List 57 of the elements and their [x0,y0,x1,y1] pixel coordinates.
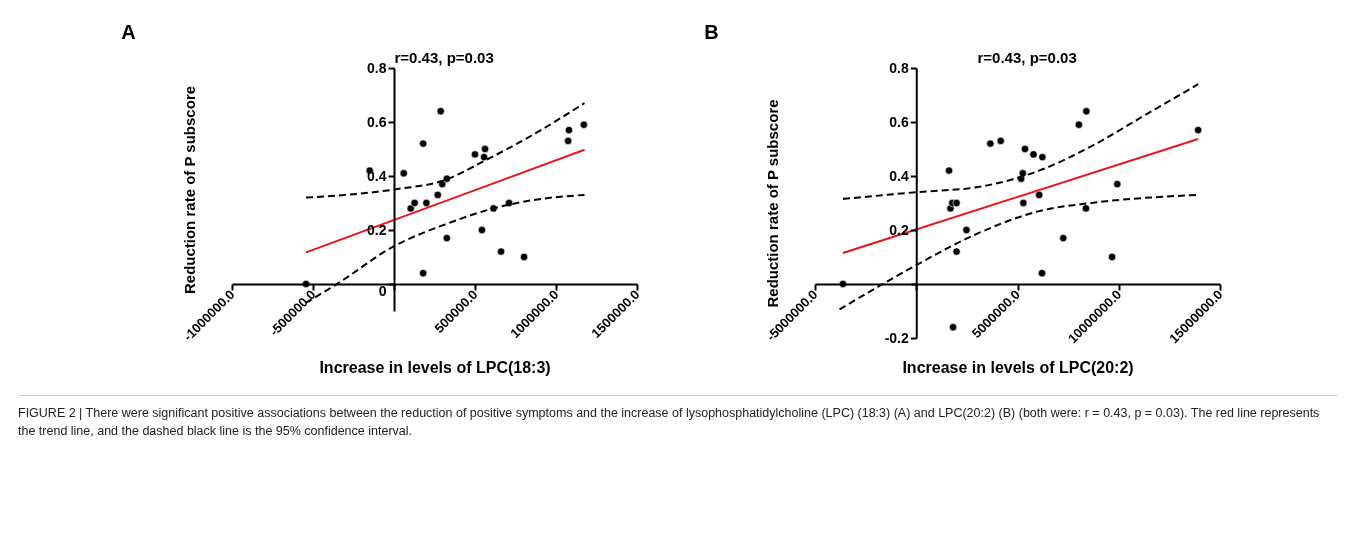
point [952,199,961,207]
point [489,204,498,213]
point [481,145,490,153]
point [1038,153,1047,162]
point [996,136,1005,145]
point [1081,204,1090,213]
point [1035,190,1044,199]
point [949,323,958,332]
y-tick-label: -0.2 [884,329,909,346]
point [1059,234,1068,243]
point [477,226,486,234]
x-axis-title: Increase in levels of LPC(18:3) [319,358,551,376]
point [436,107,445,116]
point [962,226,971,234]
x-axis-title: Increase in levels of LPC(20:2) [902,358,1134,376]
point [1194,126,1203,135]
point [1018,169,1027,178]
y-tick-label: 0.2 [889,221,909,238]
caption: FIGURE 2 | There were significant positive associations between the reduction of positive symptoms and the increase of lysophosphatidylcholine (LPC) (18:3) (A) and LPC(20:2) (B) (both were: r = 0.43, p = 0.03). The red line represents the trend line, and the dashed black line is the 95% confidence interval. [18,395,1338,440]
y-tick-label: 0.8 [367,59,387,76]
point [497,247,506,256]
point [480,153,489,162]
text: r=0.43, p=0.03 [977,49,1077,66]
y-tick-label: 0.6 [889,113,909,130]
point [945,166,954,175]
y-tick-label: 0.8 [889,59,909,76]
point [1029,150,1038,159]
y-tick-label: 0.6 [367,113,387,130]
point [410,199,419,207]
point [1019,199,1028,207]
point [564,126,573,135]
chart-title: B [704,21,719,43]
point [442,174,451,183]
chart-title: A [121,21,136,43]
point [1037,269,1047,278]
point [520,253,529,261]
point [1074,120,1083,129]
point [986,139,995,148]
point [419,139,428,148]
point [1108,253,1117,261]
point [422,199,431,207]
point [470,150,480,159]
point [1020,145,1029,153]
point [419,269,428,278]
y-tick-label: 0 [378,282,387,299]
point [564,136,573,145]
point [952,247,961,256]
text: r=0.43, p=0.03 [394,49,494,66]
point [433,190,442,199]
point [505,199,514,207]
point [1113,180,1122,189]
point [406,204,415,213]
point [1082,107,1091,116]
point [399,169,408,178]
point [579,120,588,129]
point [442,234,451,243]
y-tick-label: 0.4 [889,167,909,184]
